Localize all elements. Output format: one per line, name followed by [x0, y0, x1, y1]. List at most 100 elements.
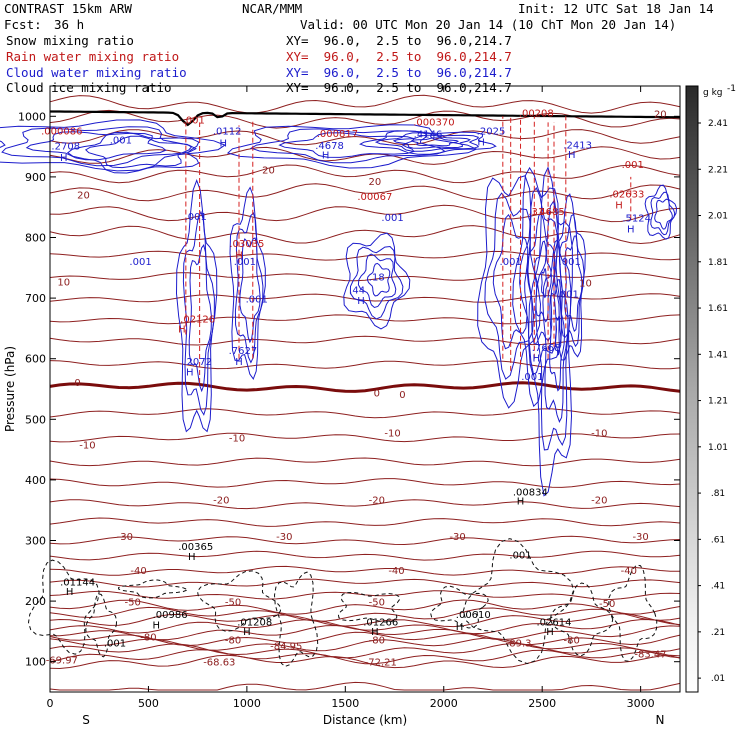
temperature-contour — [49, 613, 681, 628]
y-axis-title: Pressure (hPa) — [3, 346, 17, 432]
temperature-contour — [49, 204, 681, 223]
temperature-contour — [49, 643, 681, 659]
temperature-label: 20 — [77, 191, 90, 202]
temperature-label: -30 — [449, 532, 465, 543]
rain-water-label: .00067 — [357, 192, 392, 203]
cloud-water-label: .001 — [185, 212, 207, 223]
rain-water-label: .03035 — [229, 239, 264, 250]
temperature-label: 0 — [374, 388, 380, 399]
cloud-water-contour — [519, 186, 558, 376]
y-tick-label: 500 — [25, 413, 46, 426]
cloud-water-label: .4146 — [414, 130, 443, 141]
cloud-water-label: .5124 — [622, 214, 651, 225]
cloud-water-contour — [66, 131, 200, 174]
rain-water-label: H — [178, 325, 186, 336]
terrain-line — [50, 110, 681, 127]
temperature-label: -80 — [225, 636, 241, 647]
cloud-water-contour — [654, 198, 673, 230]
cloud-water-contour — [512, 166, 563, 408]
temperature-contour — [49, 457, 681, 467]
snow-label: .00986 — [153, 610, 188, 621]
rain-water-label: .02633 — [609, 190, 644, 201]
snow-contour — [118, 579, 187, 599]
snow-label: H — [66, 587, 74, 598]
temperature-label: -80 — [140, 632, 156, 643]
temperature-contour — [49, 225, 681, 245]
y-tick-label: 800 — [25, 232, 46, 245]
temperature-contours — [49, 94, 681, 691]
temperature-contour — [49, 164, 681, 184]
temperature-label: -50 — [599, 599, 615, 610]
cloud-water-contour — [239, 237, 261, 344]
temperature-contour — [49, 335, 681, 346]
cloud-water-contour — [343, 232, 411, 330]
x-tick-label: 0 — [47, 697, 54, 710]
temperature-contour — [49, 590, 681, 601]
x-tick-label: 2500 — [528, 697, 556, 710]
temperature-label: -10 — [79, 440, 95, 451]
cloud-water-contour — [541, 268, 548, 299]
temperature-contour — [49, 599, 681, 615]
temperature-label: -80 — [369, 636, 385, 647]
cloud-water-contour — [349, 245, 404, 320]
temperature-label: -20 — [213, 496, 229, 507]
temperature-label: -68.63 — [203, 657, 235, 668]
temperature-contour — [49, 499, 681, 510]
rain-water-contours — [185, 116, 632, 383]
temperature-contour — [49, 681, 681, 691]
temperature-label: 20 — [368, 177, 381, 188]
colorbar-label: .01 — [711, 674, 725, 684]
rain-water-label: 4685 — [539, 207, 564, 218]
colorbar-label: 1.41 — [708, 350, 728, 360]
valid-time: Valid: 00 UTC Mon 20 Jan 14 (10 ChT Mon … — [300, 17, 677, 32]
y-tick-label: 400 — [25, 474, 46, 487]
cloud-water-label: .001 — [557, 289, 579, 300]
colorbar-label: .81 — [711, 489, 725, 499]
temperature-label: -80 — [564, 636, 580, 647]
cloud-water-label: H — [627, 225, 635, 236]
direction-south: S — [82, 713, 90, 727]
colorbar-label: 2.41 — [708, 119, 728, 129]
temperature-contour — [49, 408, 681, 419]
temperature-label: -83.47 — [634, 649, 666, 660]
temperature-label: -10 — [229, 434, 245, 445]
snow-label: H — [546, 627, 554, 638]
cloud-water-label: .18 — [369, 273, 385, 284]
temperature-label: 10 — [57, 277, 70, 288]
temperature-label: -10 — [591, 428, 607, 439]
cloud-water-contour — [366, 262, 391, 297]
temperature-contour — [49, 578, 681, 588]
temperature-contour — [49, 517, 681, 527]
cloud-water-label: .001 — [129, 257, 151, 268]
temperature-label: -30 — [117, 532, 133, 543]
temperature-contour — [49, 624, 681, 641]
snow-label: .02614 — [537, 617, 572, 628]
cloud-water-label: .4678 — [315, 141, 344, 152]
colorbar-label: .61 — [711, 535, 725, 545]
snow-label: .01208 — [237, 617, 272, 628]
rain-water-label: H — [235, 251, 243, 262]
temperature-contour — [49, 129, 681, 146]
rain-water-label: .001 — [622, 160, 644, 171]
y-tick-label: 700 — [25, 292, 46, 305]
snow-label: H — [188, 552, 196, 563]
snow-contour — [430, 585, 489, 629]
cloud-water-contour — [188, 243, 212, 393]
snow-label: .01144 — [60, 577, 95, 588]
temperature-contour — [49, 360, 681, 370]
cloud-water-contour — [1, 126, 197, 167]
cloud-water-contours — [0, 119, 678, 497]
cloud-water-label: .7627 — [229, 346, 258, 357]
cloud-water-contour — [84, 135, 193, 169]
temperature-contour — [49, 293, 681, 303]
cloud-water-contour — [357, 253, 397, 309]
snow-label: H — [243, 627, 251, 638]
cloud-water-label: H — [357, 296, 365, 307]
temperature-label: 20 — [654, 110, 667, 121]
cloud-water-label: .44 — [349, 285, 365, 296]
rain-water-label: .000370 — [413, 117, 454, 128]
temperature-label: -40 — [621, 566, 637, 577]
y-tick-label: 100 — [25, 656, 46, 669]
cloud-water-contour — [549, 278, 566, 392]
